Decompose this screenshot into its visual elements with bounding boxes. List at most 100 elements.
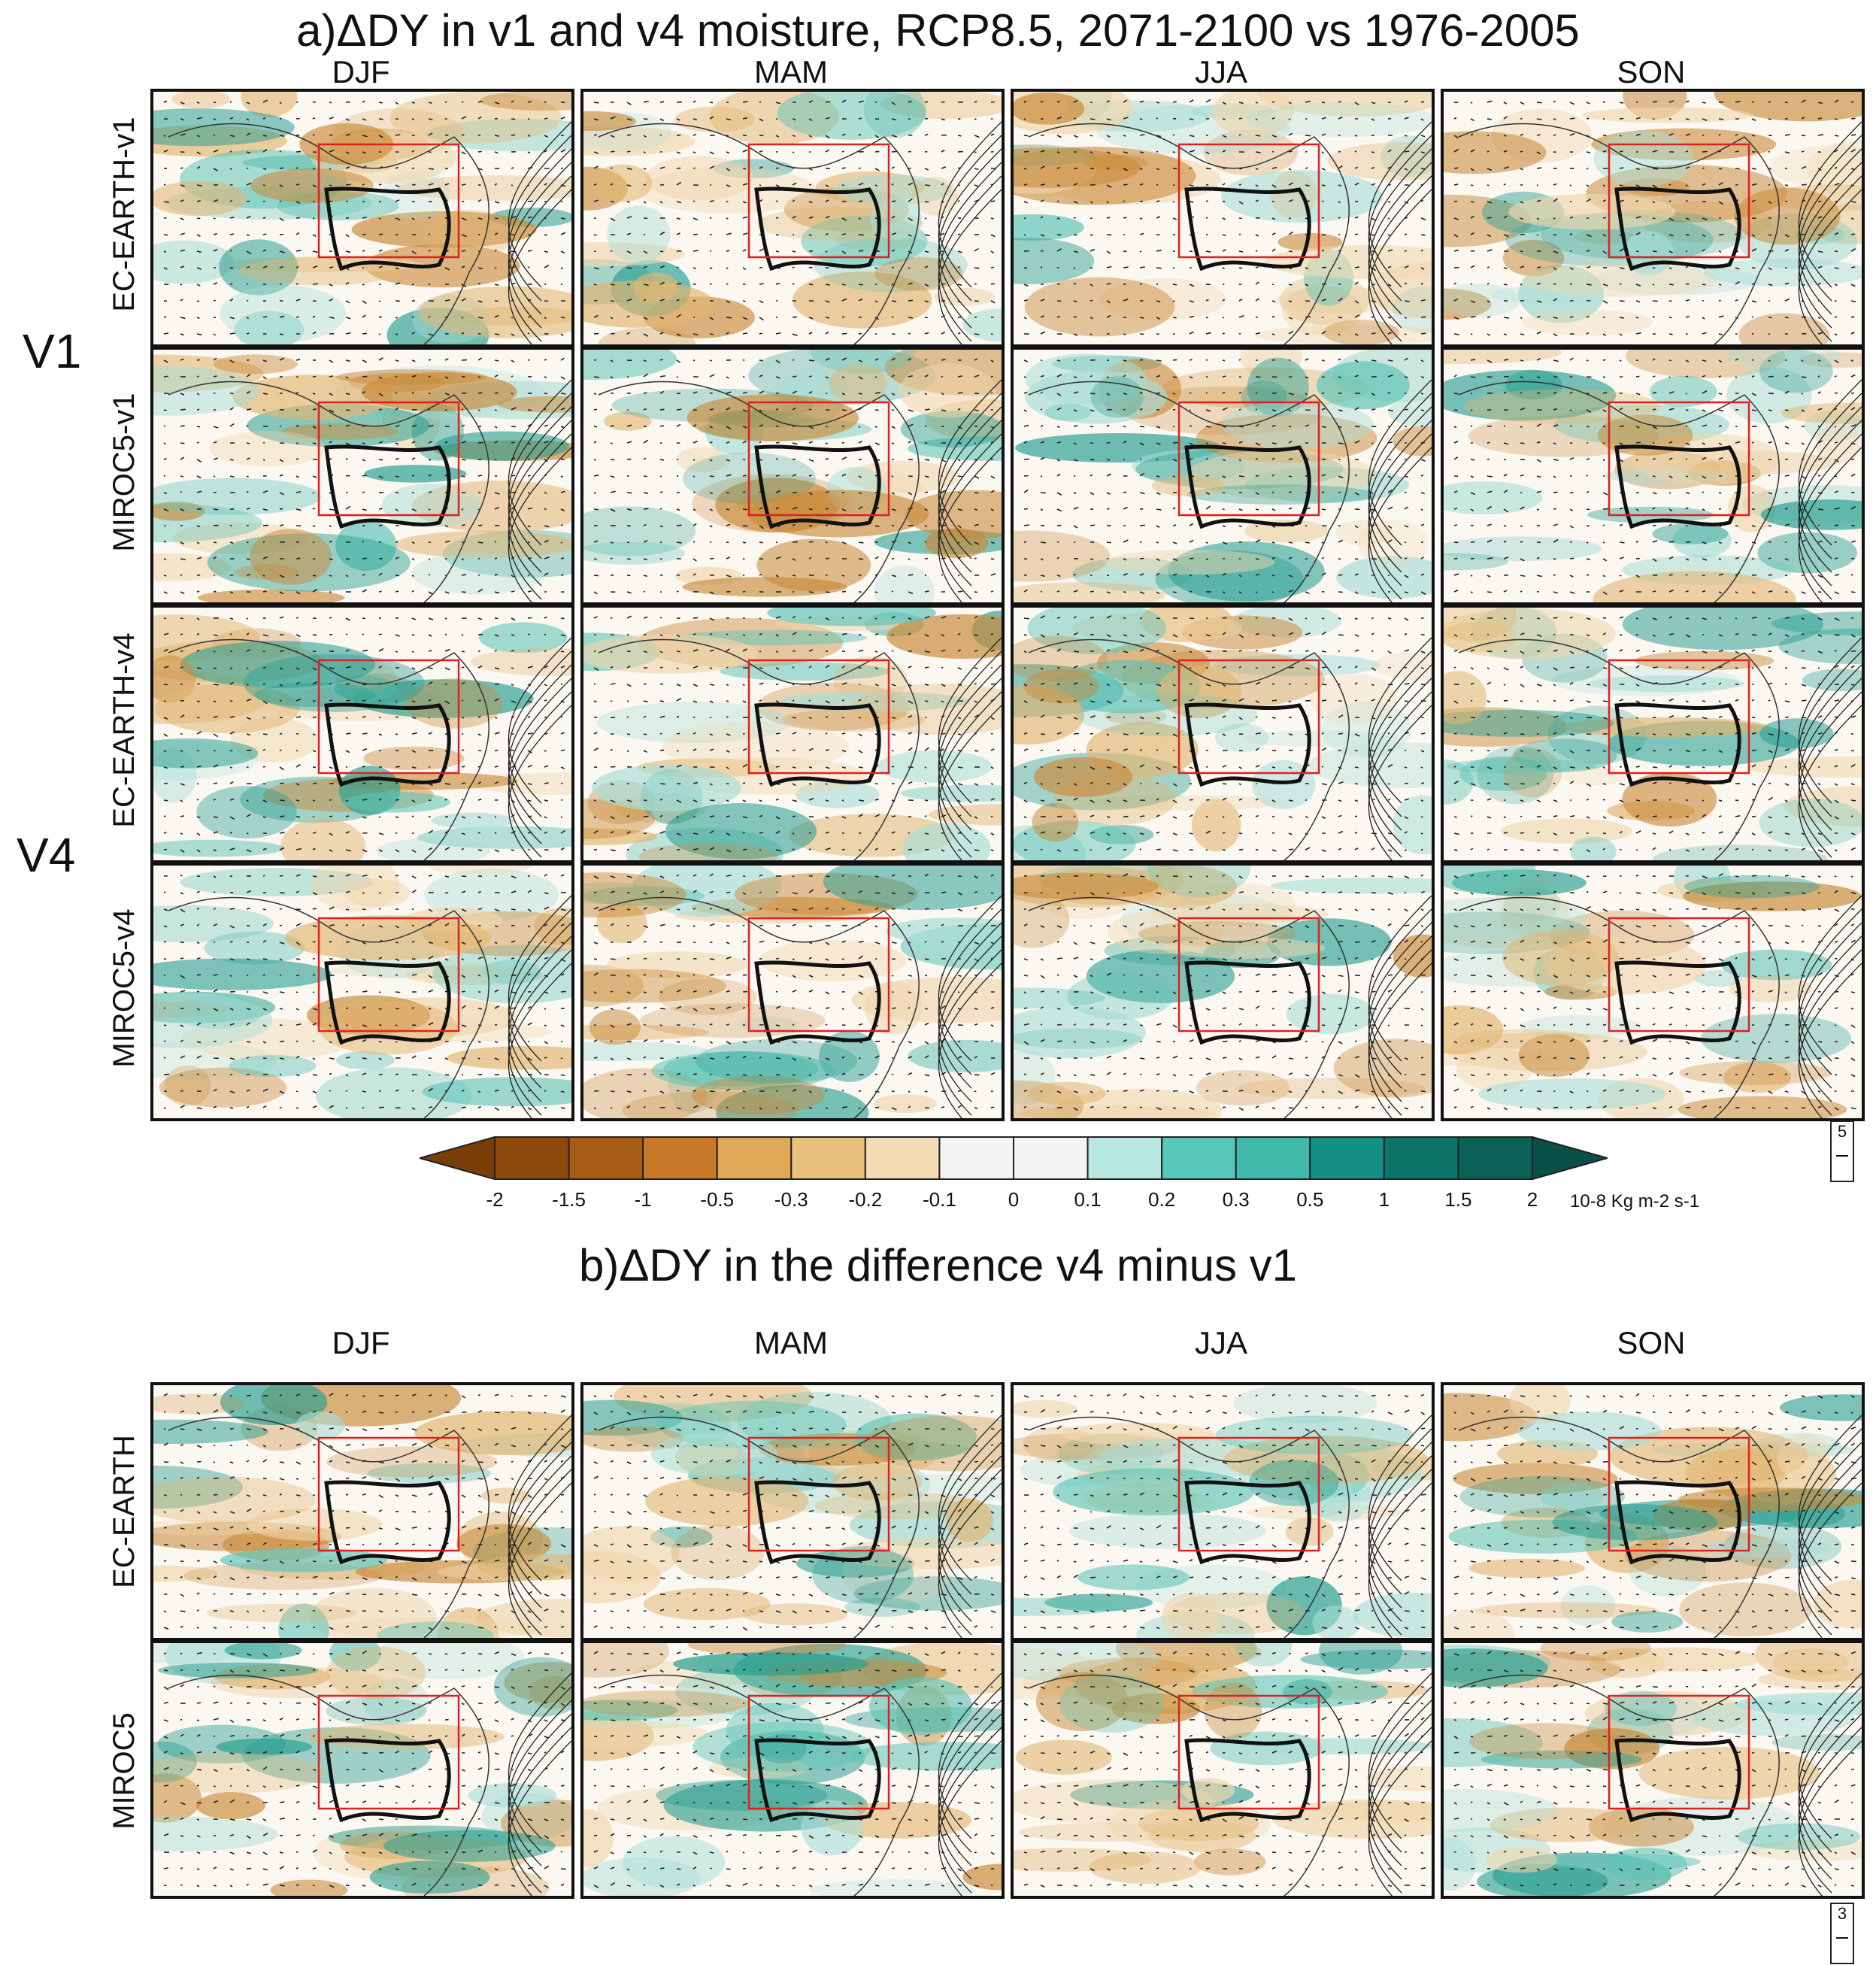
wind-vector [693,700,698,703]
wind-vector [477,441,483,444]
wind-vector [1652,408,1656,411]
streamline [508,691,571,858]
wind-vector [1338,184,1342,187]
wind-vector [593,376,599,378]
wind-vector [1503,333,1507,336]
wind-vector [941,166,947,169]
wind-vector [924,615,930,619]
wind-vector [1487,266,1490,268]
wind-vector [229,250,232,252]
wind-vector [1668,475,1673,479]
wind-vector [1123,440,1127,444]
wind-vector [1520,442,1525,444]
wind-vector [1702,284,1706,286]
wind-vector [1420,199,1424,202]
wind-vector [1768,682,1773,685]
wind-vector [742,763,748,768]
wind-vector [1817,575,1823,578]
wind-vector [1685,442,1690,446]
wind-vector [262,200,265,202]
anomaly-shading [933,287,996,306]
wind-vector [1354,617,1358,620]
wind-vector [180,265,185,268]
wind-vector [1685,409,1689,411]
wind-vector [1569,232,1573,235]
wind-vector [1123,375,1126,378]
wind-vector [742,782,746,784]
wind-vector [1023,508,1029,510]
wind-vector [163,766,168,769]
wind-vector [874,684,879,687]
wind-vector [659,459,665,461]
wind-vector [378,135,383,138]
wind-vector [742,648,747,652]
wind-vector [1387,149,1392,153]
wind-vector [560,376,565,380]
wind-vector [1685,184,1688,186]
wind-vector [180,217,184,221]
anomaly-shading [603,411,652,431]
wind-vector [1735,799,1739,802]
wind-vector [924,700,929,702]
wind-vector [1453,507,1458,510]
wind-vector [1172,376,1177,378]
wind-vector [1338,475,1344,479]
wind-vector [180,408,186,411]
wind-vector [1536,508,1539,511]
wind-vector [1106,473,1112,477]
wind-vector [428,333,434,336]
wind-vector [494,634,499,637]
wind-vector [1023,684,1028,687]
wind-vector [792,407,796,411]
wind-vector [1189,99,1194,103]
wind-vector [163,135,166,137]
wind-vector [229,168,232,170]
wind-vector [643,650,647,653]
wind-vector [1106,265,1112,268]
wind-vector [1123,832,1126,835]
wind-vector [1768,699,1771,702]
wind-vector [1619,199,1624,202]
wind-vector [163,375,168,378]
anomaly-shading [1590,265,1760,296]
wind-vector [742,684,745,687]
wind-vector [1056,590,1060,593]
wind-vector [742,848,747,851]
wind-vector [941,118,945,121]
wind-vector [1834,359,1839,363]
wind-vector [180,317,186,320]
wind-vector [1735,699,1739,702]
anomaly-shading [1464,389,1662,424]
wind-vector [527,409,532,411]
wind-vector [643,317,648,320]
wind-vector [279,492,284,496]
wind-vector [1718,456,1723,460]
wind-vector [1056,524,1062,526]
wind-vector [444,267,450,271]
wind-vector [808,390,813,394]
basin-outline [1184,186,1311,271]
wind-vector [494,375,499,378]
wind-vector [295,667,300,670]
group-label-v1: V1 [23,324,82,378]
wind-vector [1453,441,1459,444]
wind-vector [1255,732,1261,735]
wind-vector [1553,649,1558,652]
wind-vector [775,250,779,253]
wind-vector [1834,426,1837,428]
wind-vector [891,717,896,719]
wind-vector [1040,165,1046,169]
wind-vector [1619,317,1624,319]
wind-vector [643,408,647,411]
wind-vector [1702,118,1708,122]
wind-vector [1222,632,1226,635]
wind-vector [957,508,963,511]
wind-vector [511,375,514,378]
wind-vector [1768,590,1773,593]
wind-vector [693,684,699,687]
wind-vector [1090,700,1096,703]
part-a-season-mam: MAM [754,54,828,89]
wind-vector [841,217,847,221]
wind-vector [941,508,945,512]
wind-vector [1271,766,1276,769]
